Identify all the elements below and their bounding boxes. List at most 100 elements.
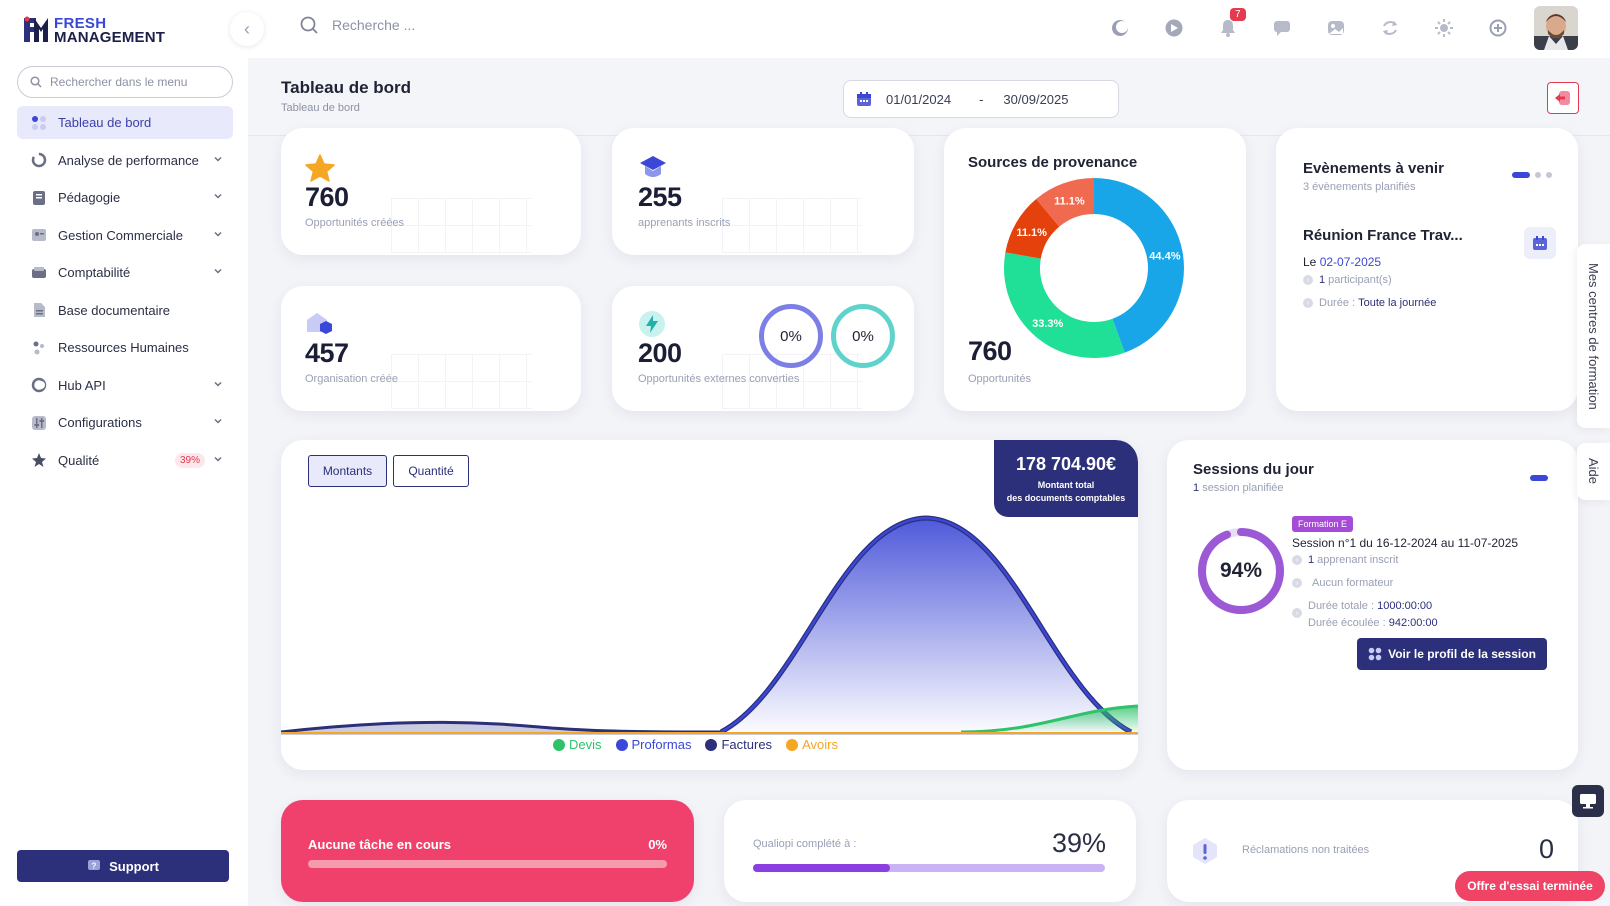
commerce-icon: [31, 227, 47, 243]
legend-avoirs[interactable]: Avoirs: [786, 737, 838, 752]
sidebar-item-analyse-de-performance[interactable]: Analyse de performance: [17, 144, 233, 177]
session-progress-label: 94%: [1219, 559, 1263, 582]
trial-ended-button[interactable]: Offre d'essai terminée: [1455, 871, 1605, 901]
breadcrumb: Tableau de bord: [281, 102, 360, 114]
events-carousel-dots[interactable]: [1512, 172, 1552, 178]
sessions-carousel-dot[interactable]: [1530, 475, 1548, 481]
sessions-count-line: 1 session planifiée: [1193, 482, 1284, 494]
total-amount: 178 704.90€: [1015, 454, 1117, 474]
sidebar: FRESH MANAGEMENT Rechercher dans le menu…: [0, 0, 248, 906]
collapse-sidebar-button[interactable]: ‹: [230, 12, 264, 46]
legend-label: Proformas: [631, 737, 692, 752]
settings-sun-icon[interactable]: [1432, 16, 1456, 40]
sources-donut-chart: 44.4% 33.3% 11.1% 11.1%: [1004, 178, 1184, 358]
carousel-dot[interactable]: [1535, 172, 1541, 178]
support-button[interactable]: ? Support: [17, 850, 229, 882]
toggle-quantite-button[interactable]: Quantité: [393, 455, 469, 487]
legend-dot: [553, 738, 565, 751]
monitor-button[interactable]: [1572, 785, 1604, 817]
global-search-placeholder: Recherche ...: [332, 17, 416, 33]
card-apprenants[interactable]: 255 apprenants inscrits: [612, 128, 914, 255]
qualiopi-progress-track: [753, 864, 1105, 872]
externes-label: Opportunités externes converties: [638, 373, 800, 385]
calendar-icon: [857, 92, 871, 106]
sidebar-item-tableau-de-bord[interactable]: Tableau de bord: [17, 106, 233, 139]
document-icon: [31, 302, 47, 318]
organisation-value: 457: [305, 338, 349, 368]
chevron-down-icon: [213, 454, 223, 467]
refresh-icon[interactable]: [1378, 16, 1402, 40]
date-range-picker[interactable]: 01/01/2024 - 30/09/2025: [843, 80, 1119, 118]
sidebar-item-pedagogie[interactable]: Pédagogie: [17, 181, 233, 214]
menu-search-placeholder: Rechercher dans le menu: [50, 75, 188, 89]
view-session-profile-button[interactable]: Voir le profil de la session: [1357, 638, 1547, 670]
sidebar-item-qualite[interactable]: Qualité 39%: [17, 444, 233, 477]
gallery-icon[interactable]: [1324, 16, 1348, 40]
performance-icon: [31, 152, 47, 168]
legend-proformas[interactable]: Proformas: [615, 737, 692, 752]
carousel-dot[interactable]: [1546, 172, 1552, 178]
chat-icon[interactable]: [1270, 16, 1294, 40]
qualiopi-pct: 39%: [1051, 828, 1106, 858]
app-logo[interactable]: FRESH MANAGEMENT: [22, 14, 166, 46]
card-opportunites[interactable]: 760 Opportunités créées: [281, 128, 581, 255]
donut-slice[interactable]: [1094, 178, 1184, 353]
card-qualiopi[interactable]: Qualiopi complété à : 39%: [724, 800, 1136, 902]
chevron-right-icon: ›: [1303, 275, 1313, 285]
add-circle-icon[interactable]: [1486, 16, 1510, 40]
event-name[interactable]: Réunion France Trav...: [1303, 227, 1463, 244]
legend-label: Avoirs: [802, 737, 838, 752]
notification-bell-icon[interactable]: 7: [1216, 8, 1246, 40]
event-calendar-button[interactable]: [1524, 227, 1556, 259]
opportunites-label: Opportunités créées: [305, 217, 405, 229]
grid-icon: [1368, 647, 1382, 661]
sidebar-item-comptabilite[interactable]: Comptabilité: [17, 256, 233, 289]
star-icon: [305, 154, 335, 182]
session-apprenant-num: 1: [1308, 554, 1315, 566]
duree-ecoulee: 942:00:00: [1388, 617, 1438, 629]
sidebar-item-ressources-humaines[interactable]: Ressources Humaines: [17, 331, 233, 364]
externes-value: 200: [638, 338, 682, 368]
sidebar-item-hub-api[interactable]: Hub API: [17, 369, 233, 402]
lightning-icon: [639, 311, 665, 337]
carousel-dot-active[interactable]: [1512, 172, 1530, 178]
global-search-input[interactable]: Recherche ...: [300, 16, 415, 34]
monitor-icon: [1580, 794, 1596, 809]
logout-button[interactable]: [1547, 82, 1579, 114]
donut-slice-label: 11.1%: [1016, 227, 1047, 239]
fullscreen-icon[interactable]: [1162, 16, 1186, 40]
donut-slice[interactable]: [1036, 178, 1094, 227]
side-tab-formation-centers[interactable]: Mes centres de formation: [1577, 244, 1610, 428]
card-organisation[interactable]: 457 Organisation créée: [281, 286, 581, 411]
sessions-count-label: session planifiée: [1202, 482, 1284, 494]
chevron-down-icon: [213, 416, 223, 429]
grid-icon: [31, 115, 47, 131]
series-line-proformas: [720, 516, 1132, 734]
user-avatar[interactable]: [1534, 6, 1578, 50]
sidebar-item-gestion-commerciale[interactable]: Gestion Commerciale: [17, 219, 233, 252]
card-externes[interactable]: 200 Opportunités externes converties 0% …: [612, 286, 914, 411]
series-line-devis: [960, 704, 1138, 734]
topbar-icons: 7: [1108, 8, 1510, 40]
theme-toggle-icon[interactable]: [1108, 16, 1132, 40]
side-tab-aide[interactable]: Aide: [1577, 443, 1610, 500]
legend-devis[interactable]: Devis: [553, 737, 602, 752]
event-duration: › Durée : Toute la journée: [1303, 297, 1436, 309]
sidebar-item-configurations[interactable]: Configurations: [17, 406, 233, 439]
menu-search-input[interactable]: Rechercher dans le menu: [17, 66, 233, 98]
sources-total: 760: [968, 336, 1012, 366]
sidebar-item-base-documentaire[interactable]: Base documentaire: [17, 294, 233, 327]
sidebar-item-label: Pédagogie: [58, 190, 121, 205]
card-tasks[interactable]: Aucune tâche en cours 0%: [281, 800, 694, 902]
session-name[interactable]: Session n°1 du 16-12-2024 au 11-07-2025: [1292, 536, 1519, 550]
donut-slice[interactable]: [1005, 199, 1060, 259]
legend-factures[interactable]: Factures: [705, 737, 772, 752]
donut-slice[interactable]: [1004, 252, 1125, 358]
logo-text-management: MANAGEMENT: [54, 29, 166, 46]
card-grid-decoration: [391, 354, 531, 409]
date-start: 01/01/2024: [886, 91, 952, 107]
duree-totale: 1000:00:00: [1377, 600, 1433, 612]
sessions-count: 1: [1193, 482, 1200, 494]
logo-mark: [24, 16, 48, 42]
toggle-montants-button[interactable]: Montants: [308, 455, 387, 487]
